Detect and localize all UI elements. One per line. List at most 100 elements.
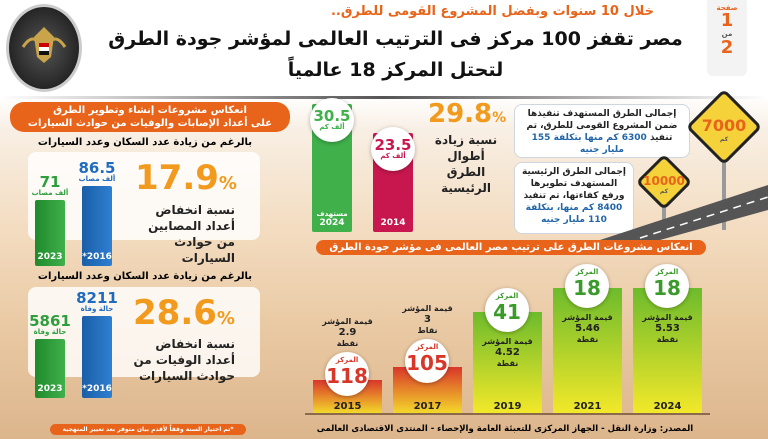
index-unit: نقطة bbox=[656, 335, 679, 344]
rank-circle: المركز 41 bbox=[485, 288, 529, 332]
bar-unit-label: ألف كم bbox=[319, 123, 345, 131]
index-value: 3 bbox=[424, 314, 431, 325]
roads-pct-value: 29.8 bbox=[428, 99, 493, 129]
index-value: 4.52 bbox=[495, 347, 520, 358]
index-unit: نقطة bbox=[576, 335, 599, 344]
index-label: قيمة المؤشر bbox=[402, 304, 453, 313]
sign-pole bbox=[722, 140, 726, 230]
road-illustration bbox=[600, 185, 768, 240]
rank-value: 41 bbox=[493, 300, 521, 324]
sign2-value: 10000 bbox=[643, 174, 685, 188]
box2-text: إجمالى الطرق الرئيسية المستهدف تطويرها و… bbox=[521, 167, 627, 201]
bar-2016: *2016 bbox=[82, 316, 112, 398]
bar-value-label: 86.5 ألف مصاب bbox=[76, 161, 118, 183]
deaths-description: نسبة انخفاض أعداد الوفيات من حوادث السيا… bbox=[133, 337, 235, 383]
deaths-card bbox=[28, 287, 260, 377]
page-label: صفحة bbox=[716, 4, 738, 12]
rank-circle: المركز 118 bbox=[325, 352, 369, 396]
rank-year-label: 2021 bbox=[573, 401, 602, 412]
bar-value-label: 71 ألف مصاب bbox=[29, 175, 71, 197]
injuries-description: نسبة انخفاض أعداد المصابين من حوادث السي… bbox=[148, 203, 235, 265]
main-roads-box: إجمالى الطرق الرئيسية المستهدف تطويرها و… bbox=[514, 162, 634, 234]
sign1-value: 7000 bbox=[701, 116, 747, 135]
rank-circle: المركز 18 bbox=[645, 264, 689, 308]
rank-value: 118 bbox=[326, 364, 368, 388]
bar-year-label: 2023 bbox=[37, 383, 63, 394]
header-subtitle: خلال 10 سنوات وبفضل المشروع القومى للطرق… bbox=[330, 4, 655, 19]
page-indicator: صفحة 1 من 2 bbox=[707, 0, 747, 76]
bar-value-label: 8211 حالة وفاة bbox=[76, 289, 118, 313]
index-unit: نقطة bbox=[496, 359, 519, 368]
national-roads-box: إجمالى الطرق المستهدف تنفيذها ضمن المشرو… bbox=[514, 104, 690, 158]
bar-unit-label: حالة وفاة bbox=[33, 328, 67, 337]
index-unit: نقطة bbox=[336, 339, 359, 348]
index-unit: نقاط bbox=[417, 326, 438, 335]
deaths-pct-sign: % bbox=[216, 308, 235, 329]
ranking-section-header: انعكاس مشروعات الطرق على ترتيب مصر العال… bbox=[316, 240, 706, 255]
injuries-pct-sign: % bbox=[218, 173, 237, 194]
ranking-baseline bbox=[305, 413, 710, 415]
page-title-line1: مصر تقفز 100 مركز فى الترتيب العالمى لمؤ… bbox=[108, 28, 683, 50]
bar-unit-label: ألف مصاب bbox=[31, 189, 69, 198]
bar-value-label: 5861 حالة وفاة bbox=[29, 312, 71, 337]
rank-value: 18 bbox=[653, 276, 681, 300]
bar-year-label: 2014 bbox=[380, 217, 406, 228]
rank-label: المركز bbox=[415, 343, 439, 351]
bar-year-label: *2016 bbox=[82, 252, 112, 262]
bar-unit-label: حالة وفاة bbox=[80, 305, 114, 313]
index-value: 5.53 bbox=[655, 323, 680, 334]
index-value-block: قيمة المؤشر 4.52 نقطة bbox=[473, 336, 542, 369]
bar-2016: *2016 bbox=[82, 186, 112, 266]
rank-label: المركز bbox=[495, 292, 519, 300]
rank-circle: المركز 18 bbox=[565, 264, 609, 308]
deaths-percentage: 28.6% bbox=[133, 293, 235, 339]
page-of: من bbox=[721, 30, 733, 38]
value-circle: 23.5 ألف كم bbox=[371, 127, 415, 172]
rank-year-label: 2024 bbox=[653, 401, 682, 412]
rank-value: 105 bbox=[406, 351, 448, 375]
rank-year-label: 2017 bbox=[413, 401, 442, 412]
index-label: قيمة المؤشر bbox=[322, 317, 373, 326]
rank-bar-2021 bbox=[553, 288, 622, 413]
bar-value-label: 30.5 ألف كم bbox=[310, 109, 354, 131]
injuries-pct-value: 17.9 bbox=[135, 158, 219, 198]
sign2-unit: كم bbox=[659, 188, 669, 195]
index-value: 5.46 bbox=[575, 323, 600, 334]
rank-label: المركز bbox=[575, 268, 599, 276]
roads-pct-sign: % bbox=[492, 110, 507, 126]
header-divider bbox=[0, 96, 768, 99]
index-value: 2.9 bbox=[338, 327, 357, 338]
accidents-header-line2: على أعداد الإصابات والوفيات من حوادث الس… bbox=[27, 118, 273, 129]
sign-pole bbox=[662, 195, 666, 235]
index-value-block: قيمة المؤشر 5.53 نقطة bbox=[633, 312, 702, 345]
deaths-note: بالرغم من زيادة عدد السكان وعدد السيارات bbox=[37, 271, 253, 282]
bar-2023: 2023 bbox=[35, 339, 65, 398]
rank-circle: المركز 105 bbox=[405, 339, 449, 383]
accidents-section-header: انعكاس مشروعات إنشاء وتطوير الطرق على أع… bbox=[10, 102, 290, 132]
injuries-percentage: 17.9% bbox=[135, 158, 237, 204]
index-value-block: قيمة المؤشر 2.9 نقطة bbox=[313, 316, 382, 349]
box1-text: إجمالى الطرق المستهدف تنفيذها ضمن المشرو… bbox=[526, 109, 678, 143]
cabinet-media-center-logo bbox=[6, 4, 82, 92]
bar-2023: 2023 bbox=[35, 200, 65, 266]
page-total: 2 bbox=[720, 37, 734, 58]
rank-label: المركز bbox=[655, 268, 679, 276]
roads-percentage: 29.8% bbox=[428, 98, 506, 134]
box2-highlight: 8400 كم منها، بتكلفة 110 مليار جنيه bbox=[525, 203, 623, 225]
bar-year-label: 2023 bbox=[37, 251, 63, 262]
bar-unit-label: ألف كم bbox=[380, 152, 406, 161]
rank-year-label: 2015 bbox=[333, 401, 362, 412]
rank-bar-2024 bbox=[633, 288, 702, 413]
value-circle: 30.5 ألف كم bbox=[310, 98, 354, 142]
bar-year-label: *2016 bbox=[82, 384, 112, 394]
index-value-block: قيمة المؤشر 3 نقاط bbox=[393, 303, 462, 336]
index-value-block: قيمة المؤشر 5.46 نقطة bbox=[553, 312, 622, 345]
deaths-pct-value: 28.6 bbox=[133, 293, 217, 333]
page-title-line2: لتحتل المركز 18 عالمياً bbox=[287, 59, 504, 81]
index-label: قيمة المؤشر bbox=[482, 337, 533, 346]
source-text: المصدر: وزارة النقل - الجهاز المركزى للت… bbox=[316, 424, 694, 434]
rank-value: 18 bbox=[573, 276, 601, 300]
target-label: مستهدف bbox=[316, 210, 348, 218]
rank-year-label: 2019 bbox=[493, 401, 522, 412]
index-label: قيمة المؤشر bbox=[642, 313, 693, 322]
